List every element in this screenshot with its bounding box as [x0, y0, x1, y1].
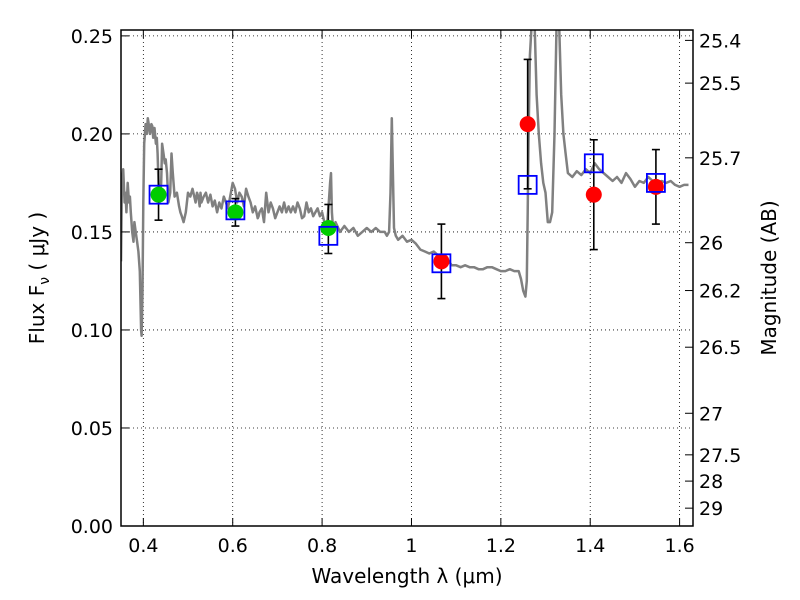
right-tick-label: 27.5 [699, 445, 741, 467]
photometry-points [150, 116, 664, 270]
y-tick-label: 0.25 [71, 26, 113, 48]
right-tick-label: 25.4 [699, 30, 741, 52]
right-tick-label: 27 [699, 403, 723, 425]
x-axis-label: Wavelength λ (μm) [311, 564, 502, 588]
y-tick-label: 0.00 [71, 516, 113, 538]
y-tick-label: 0.15 [71, 222, 113, 244]
y-tick-label: 0.10 [71, 320, 113, 342]
x-tick-label: 1 [405, 535, 417, 557]
x-axis-ticks: 0.4 0.6 0.8 1 1.2 1.4 1.6 [128, 30, 695, 557]
red-data-point [519, 116, 536, 133]
model-square [583, 153, 604, 174]
plot-data-area [121, 30, 689, 338]
red-data-point [433, 253, 450, 270]
y-axis-label: Flux Fν ( μJy ) [25, 212, 53, 344]
green-data-point [320, 220, 337, 237]
model-square [517, 174, 538, 195]
template-spectrum [121, 30, 689, 338]
y-axis-label-units: ( μJy ) [25, 212, 49, 277]
right-tick-label: 25.7 [699, 148, 741, 170]
grid-lines [121, 30, 693, 527]
model-square [148, 184, 169, 205]
right-tick-label: 26.2 [699, 281, 741, 303]
red-data-point [647, 178, 664, 195]
right-tick-label: 29 [699, 498, 723, 520]
y-axis-label-subscript: ν [37, 277, 53, 285]
x-tick-label: 1.4 [575, 535, 605, 557]
red-data-point [585, 186, 602, 203]
error-bars [154, 58, 660, 300]
model-squares [148, 153, 666, 274]
y-tick-label: 0.20 [71, 124, 113, 146]
x-tick-label: 0.4 [128, 535, 158, 557]
model-square [646, 173, 666, 193]
right-tick-label: 25.5 [699, 73, 741, 95]
model-square [431, 253, 452, 274]
right-tick-label: 26.5 [699, 337, 741, 359]
x-tick-label: 0.8 [307, 535, 337, 557]
model-square [225, 200, 246, 221]
y-axis-label-main: Flux F [25, 285, 49, 344]
plot-frame [120, 29, 694, 527]
model-square [318, 225, 339, 246]
right-tick-label: 28 [699, 471, 723, 493]
x-tick-label: 0.6 [218, 535, 248, 557]
green-data-point [227, 204, 244, 221]
template-spectrum-line [121, 30, 689, 338]
y-tick-label: 0.05 [71, 418, 113, 440]
right-axis-label: Magnitude (AB) [757, 200, 781, 355]
x-tick-label: 1.6 [664, 535, 694, 557]
green-data-point [150, 186, 167, 203]
y-axis-ticks: 0.00 0.05 0.10 0.15 0.20 0.25 [71, 26, 129, 538]
right-axis-ticks: 25.4 25.5 25.7 26 26.2 26.5 27 27.5 28 29 [685, 30, 741, 520]
right-tick-label: 26 [699, 233, 723, 255]
x-tick-label: 1.2 [486, 535, 516, 557]
